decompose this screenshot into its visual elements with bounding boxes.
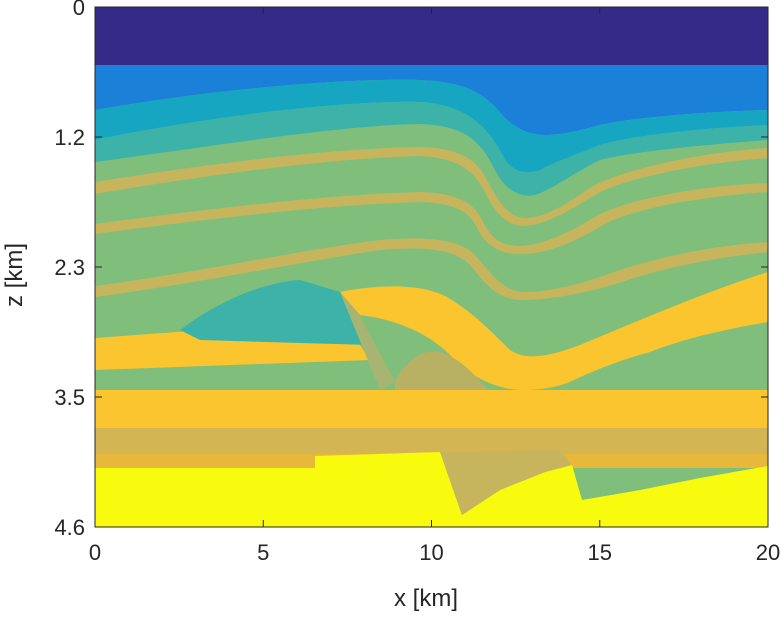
layer-gold-wedge: [340, 272, 768, 390]
basement-yellow: [95, 452, 768, 527]
x-tick-label: 10: [419, 540, 443, 565]
layer-gold-thick: [95, 390, 768, 428]
fault-wedge: [340, 292, 395, 390]
y-tick-label: 4.6: [54, 515, 85, 540]
y-tick-label: 0: [73, 0, 85, 20]
layer-tan-thin: [95, 428, 768, 454]
y-tick-label: 2.3: [54, 255, 85, 280]
y-axis-label: z [km]: [1, 243, 28, 307]
layer-cyan-1: [95, 79, 768, 173]
y-tick-label: 3.5: [54, 385, 85, 410]
x-tick-label: 15: [588, 540, 612, 565]
x-axis-label: x [km]: [394, 585, 458, 612]
water-layer: [95, 7, 768, 65]
band-tan-3: [95, 238, 768, 300]
y-tick-label: 1.2: [54, 125, 85, 150]
band-tan-1: [95, 147, 768, 226]
x-tick-label: 0: [89, 540, 101, 565]
plot-area: [95, 7, 768, 527]
x-tick-label: 20: [756, 540, 780, 565]
y-axis-ticks: 0 1.2 2.3 3.5 4.6: [54, 0, 768, 540]
x-tick-label: 5: [257, 540, 269, 565]
band-tan-2: [95, 183, 768, 254]
x-axis-ticks: 0 5 10 15 20: [89, 7, 780, 565]
layer-teal-1: [95, 101, 768, 196]
layer-teal-dome: [180, 280, 370, 345]
basement-tan: [440, 450, 572, 515]
layer-slow-top: [95, 65, 768, 135]
layer-tan-dome: [395, 351, 490, 392]
